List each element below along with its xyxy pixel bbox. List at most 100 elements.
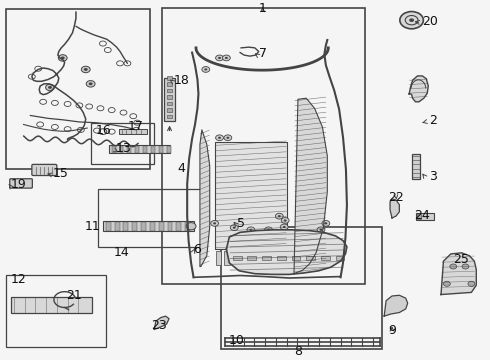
Bar: [233, 256, 242, 260]
Bar: [306, 256, 315, 260]
Bar: [159, 146, 163, 153]
Circle shape: [319, 229, 322, 231]
Text: 21: 21: [67, 289, 82, 302]
Bar: [120, 146, 123, 153]
Bar: [242, 251, 248, 265]
Bar: [167, 102, 172, 105]
Text: 24: 24: [415, 209, 430, 222]
Text: 17: 17: [127, 121, 143, 134]
Circle shape: [226, 137, 229, 139]
Polygon shape: [226, 230, 347, 274]
Circle shape: [186, 222, 196, 230]
Text: 2: 2: [429, 114, 437, 127]
Circle shape: [284, 219, 287, 221]
Bar: [115, 222, 120, 230]
Circle shape: [213, 222, 216, 224]
Polygon shape: [294, 98, 327, 274]
Bar: [6, 9, 150, 170]
Circle shape: [216, 135, 223, 141]
Text: 14: 14: [114, 246, 129, 258]
Circle shape: [89, 82, 93, 85]
Bar: [167, 89, 172, 93]
Bar: [151, 146, 155, 153]
Circle shape: [443, 281, 450, 286]
Bar: [336, 256, 344, 260]
Polygon shape: [441, 253, 476, 294]
Circle shape: [322, 220, 330, 226]
Circle shape: [247, 227, 255, 233]
Bar: [112, 146, 116, 153]
Circle shape: [86, 81, 95, 87]
Circle shape: [278, 215, 281, 217]
Circle shape: [216, 55, 223, 61]
Polygon shape: [384, 295, 408, 316]
Bar: [143, 146, 147, 153]
Bar: [216, 251, 221, 265]
Circle shape: [324, 222, 327, 224]
Bar: [11, 297, 92, 313]
Text: 11: 11: [84, 220, 100, 233]
Bar: [162, 8, 365, 284]
Bar: [167, 76, 172, 80]
Circle shape: [202, 67, 210, 72]
Polygon shape: [200, 130, 210, 266]
Bar: [251, 251, 257, 265]
Circle shape: [58, 55, 67, 61]
Bar: [176, 222, 181, 230]
Circle shape: [218, 57, 221, 59]
Bar: [119, 129, 147, 134]
Bar: [141, 222, 146, 230]
Bar: [127, 146, 131, 153]
Bar: [109, 145, 170, 153]
Circle shape: [265, 227, 272, 233]
Circle shape: [218, 137, 221, 139]
Bar: [416, 214, 421, 219]
Bar: [98, 189, 201, 247]
Text: 7: 7: [259, 47, 267, 60]
Text: 10: 10: [228, 334, 244, 347]
Bar: [260, 251, 266, 265]
Text: 1: 1: [259, 2, 267, 15]
Circle shape: [233, 226, 236, 229]
Bar: [167, 82, 172, 86]
Circle shape: [275, 213, 283, 219]
Circle shape: [267, 229, 270, 231]
FancyBboxPatch shape: [32, 165, 57, 176]
Text: 5: 5: [237, 217, 245, 230]
Bar: [103, 221, 194, 231]
Circle shape: [450, 264, 457, 269]
Text: 15: 15: [53, 167, 69, 180]
Bar: [167, 146, 171, 153]
Circle shape: [462, 264, 469, 269]
Circle shape: [281, 217, 289, 223]
Bar: [164, 78, 175, 121]
Circle shape: [224, 135, 232, 141]
Circle shape: [61, 57, 65, 59]
Bar: [168, 222, 172, 230]
Text: 13: 13: [116, 142, 131, 155]
Bar: [159, 222, 164, 230]
Text: 12: 12: [11, 273, 26, 285]
Circle shape: [230, 225, 238, 230]
Circle shape: [317, 227, 325, 233]
Bar: [135, 146, 139, 153]
Polygon shape: [154, 316, 169, 329]
Circle shape: [280, 224, 288, 230]
Circle shape: [283, 226, 286, 228]
Bar: [167, 95, 172, 99]
Bar: [412, 154, 420, 180]
Circle shape: [400, 12, 423, 29]
Circle shape: [409, 18, 414, 22]
Bar: [6, 275, 106, 347]
Circle shape: [468, 281, 475, 286]
Text: 25: 25: [453, 253, 468, 266]
Bar: [185, 222, 190, 230]
Text: 9: 9: [388, 324, 396, 337]
Circle shape: [225, 57, 228, 59]
Polygon shape: [409, 76, 428, 102]
Bar: [262, 256, 271, 260]
Bar: [321, 256, 330, 260]
Circle shape: [204, 68, 207, 71]
Circle shape: [81, 66, 90, 73]
Bar: [132, 222, 137, 230]
